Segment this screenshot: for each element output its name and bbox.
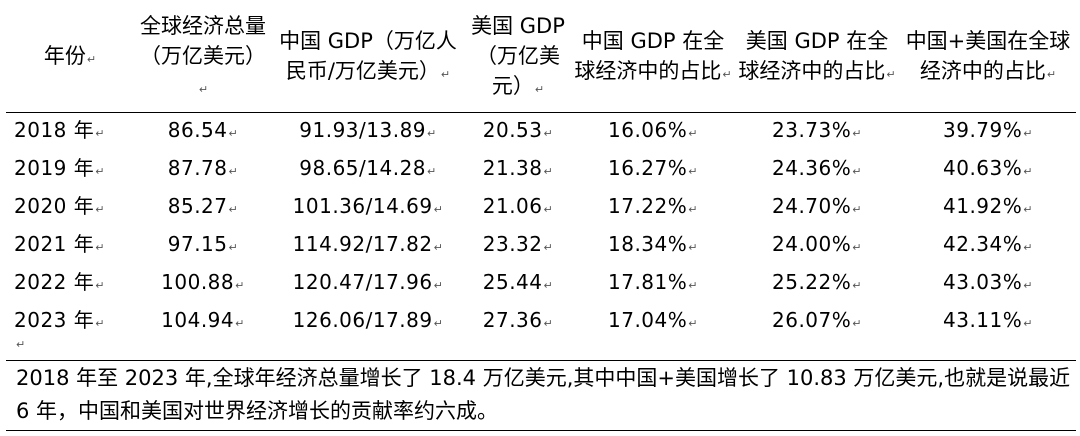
cell-us-gdp: 23.32↵ (482, 232, 554, 256)
header-us-share: 美国 GDP 在全球经济中的占比↵ (734, 4, 900, 113)
cell-china-share: 17.22%↵ (608, 194, 698, 218)
header-year: 年份↵ (6, 4, 134, 113)
table-row: 2020 年↵ 85.27↵ 101.36/14.69↵ 21.06↵ 17.2… (6, 189, 1076, 227)
table-row: 2023 年↵ 104.94↵ 126.06/17.89↵ 27.36↵ 17.… (6, 303, 1076, 341)
cell-china-gdp: 126.06/17.89↵ (292, 308, 444, 332)
cell-china-gdp: 114.92/17.82↵ (292, 232, 444, 256)
table-row: 2019 年↵ 87.78↵ 98.65/14.28↵ 21.38↵ 16.27… (6, 151, 1076, 189)
cell-us-gdp: 20.53↵ (482, 118, 554, 142)
cell-china-share: 17.81%↵ (608, 270, 698, 294)
summary-bottom-rule (6, 430, 1076, 431)
table-header-row: 年份↵ 全球经济总量（万亿美元）↵ 中国 GDP（万亿人民币/万亿美元）↵ 美国… (6, 4, 1076, 113)
cell-year: 2019 年↵ (14, 156, 105, 180)
cell-us-share: 26.07%↵ (772, 308, 862, 332)
empty-paragraph-mark: ↵ (16, 338, 26, 351)
cell-china-share: 16.27%↵ (608, 156, 698, 180)
cell-combined-share: 39.79%↵ (943, 118, 1033, 142)
cell-us-share: 24.70%↵ (772, 194, 862, 218)
cell-china-gdp: 101.36/14.69↵ (292, 194, 444, 218)
cell-china-gdp: 98.65/14.28↵ (299, 156, 437, 180)
cell-china-gdp: 120.47/17.96↵ (292, 270, 444, 294)
table-row: 2021 年↵ 97.15↵ 114.92/17.82↵ 23.32↵ 18.3… (6, 227, 1076, 265)
gdp-comparison-table: 年份↵ 全球经济总量（万亿美元）↵ 中国 GDP（万亿人民币/万亿美元）↵ 美国… (6, 4, 1076, 341)
cell-us-gdp: 27.36↵ (482, 308, 554, 332)
cell-us-gdp: 21.38↵ (482, 156, 554, 180)
cell-us-gdp: 21.06↵ (482, 194, 554, 218)
header-us-gdp: 美国 GDP（万亿美元）↵ (464, 4, 572, 113)
cell-china-share: 18.34%↵ (608, 232, 698, 256)
cell-year: 2021 年↵ (14, 232, 105, 256)
cell-us-share: 25.22%↵ (772, 270, 862, 294)
cell-china-share: 16.06%↵ (608, 118, 698, 142)
cell-global-economy: 87.78↵ (167, 156, 239, 180)
table-row: 2022 年↵ 100.88↵ 120.47/17.96↵ 25.44↵ 17.… (6, 265, 1076, 303)
header-global-economy: 全球经济总量（万亿美元）↵ (134, 4, 272, 113)
cell-year: 2022 年↵ (14, 270, 105, 294)
cell-year: 2023 年↵ (14, 308, 105, 332)
cell-us-share: 24.00%↵ (772, 232, 862, 256)
cell-global-economy: 85.27↵ (167, 194, 239, 218)
cell-us-share: 23.73%↵ (772, 118, 862, 142)
cell-global-economy: 104.94↵ (161, 308, 245, 332)
cell-global-economy: 100.88↵ (161, 270, 245, 294)
cell-combined-share: 41.92%↵ (943, 194, 1033, 218)
cell-global-economy: 97.15↵ (167, 232, 239, 256)
cell-china-gdp: 91.93/13.89↵ (299, 118, 437, 142)
cell-us-gdp: 25.44↵ (482, 270, 554, 294)
header-china-share: 中国 GDP 在全球经济中的占比↵ (572, 4, 734, 113)
cell-combined-share: 40.63%↵ (943, 156, 1033, 180)
cell-year: 2020 年↵ (14, 194, 105, 218)
header-combined-share: 中国+美国在全球经济中的占比↵ (900, 4, 1076, 113)
cell-us-share: 24.36%↵ (772, 156, 862, 180)
summary-top-rule (6, 360, 1076, 361)
table-row: 2018 年↵ 86.54↵ 91.93/13.89↵ 20.53↵ 16.06… (6, 113, 1076, 152)
cell-combined-share: 42.34%↵ (943, 232, 1033, 256)
cell-global-economy: 86.54↵ (167, 118, 239, 142)
header-china-gdp: 中国 GDP（万亿人民币/万亿美元）↵ (272, 4, 464, 113)
cell-china-share: 17.04%↵ (608, 308, 698, 332)
cell-combined-share: 43.11%↵ (943, 308, 1033, 332)
cell-combined-share: 43.03%↵ (943, 270, 1033, 294)
summary-paragraph: 2018 年至 2023 年,全球年经济总量增长了 18.4 万亿美元,其中中国… (16, 366, 1071, 423)
cell-year: 2018 年↵ (14, 118, 105, 142)
